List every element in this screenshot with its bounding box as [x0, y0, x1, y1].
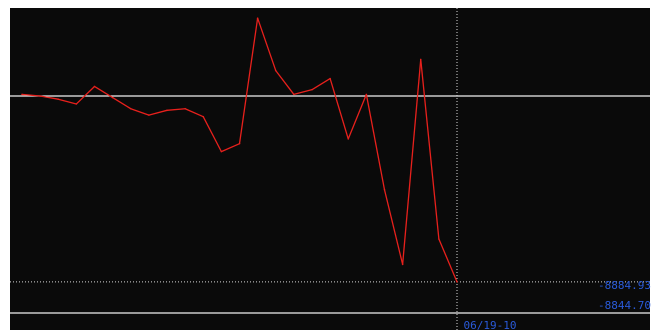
- series-segment: [112, 97, 132, 110]
- data-point: [347, 138, 350, 140]
- series-segment: [58, 98, 77, 105]
- data-point: [274, 69, 277, 72]
- data-point: [456, 281, 458, 283]
- data-point: [184, 107, 186, 110]
- crosshair-date-label: 06/19-10: [464, 319, 517, 332]
- series-segment: [238, 18, 259, 144]
- series-segment: [438, 238, 458, 283]
- data-point: [57, 98, 60, 100]
- series-segment: [166, 108, 186, 111]
- data-point: [256, 17, 259, 19]
- data-point: [238, 142, 241, 145]
- data-point: [419, 58, 422, 61]
- series-segment: [75, 86, 95, 105]
- series-segment: [347, 94, 367, 140]
- series-segment: [21, 93, 41, 97]
- series-segment: [221, 143, 240, 153]
- series-segment: [94, 85, 113, 99]
- series-segment: [275, 70, 295, 95]
- data-point: [293, 93, 295, 96]
- series-segment: [383, 189, 404, 265]
- secondary-value-label: -8844.70: [598, 299, 651, 312]
- data-point: [75, 103, 78, 105]
- data-point: [39, 95, 41, 97]
- data-point: [21, 93, 23, 96]
- series-segment: [148, 109, 168, 116]
- data-point: [438, 238, 440, 240]
- series-segment: [420, 59, 440, 240]
- series-segment: [311, 77, 331, 91]
- series-segment: [130, 108, 150, 116]
- crosshair-value-label: -8884.93: [598, 279, 651, 292]
- series-layer: [21, 17, 458, 283]
- data-point: [383, 188, 386, 191]
- data-point: [401, 263, 404, 266]
- series-segment: [401, 59, 422, 265]
- series-segment: [365, 94, 386, 190]
- data-point: [166, 109, 168, 112]
- data-point: [311, 88, 313, 91]
- data-point: [93, 85, 96, 88]
- data-point: [220, 150, 223, 153]
- data-point: [365, 93, 368, 96]
- data-point: [202, 115, 205, 118]
- data-point: [329, 77, 331, 80]
- series-segment: [202, 116, 222, 152]
- series-segment: [257, 17, 277, 71]
- series-segment: [40, 95, 59, 100]
- data-point: [148, 114, 150, 116]
- plot-background: [10, 8, 650, 330]
- data-point: [111, 96, 114, 99]
- series-segment: [293, 89, 313, 96]
- series-segment: [184, 108, 204, 118]
- data-point: [129, 107, 132, 110]
- series-segment: [329, 78, 349, 140]
